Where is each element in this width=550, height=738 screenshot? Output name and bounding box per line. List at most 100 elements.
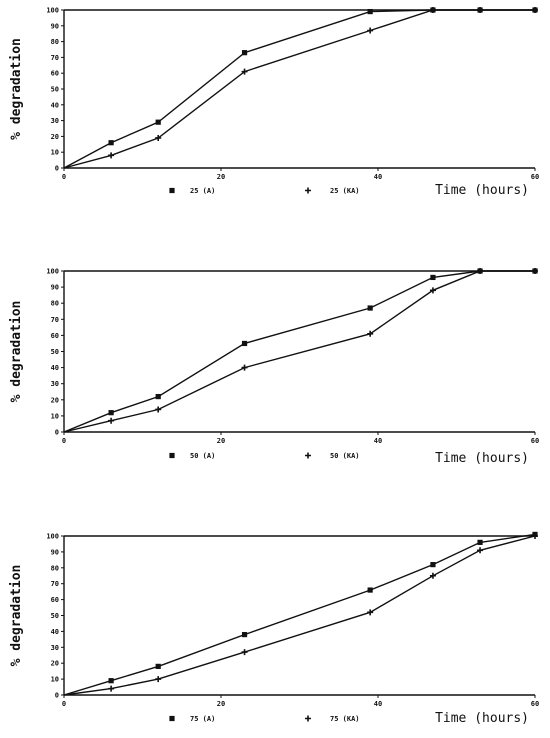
x-tick-label: 60 — [531, 173, 539, 181]
x-tick-label: 40 — [374, 173, 382, 181]
x-tick-label: 40 — [374, 700, 382, 708]
y-tick-label: 0 — [55, 165, 59, 173]
data-point — [241, 364, 248, 371]
data-point — [532, 533, 538, 539]
series-line — [63, 533, 536, 696]
y-tick-label: 50 — [51, 86, 59, 94]
chart-panel-2: 0 10 20 30 40 50 60 70 80 90 100 0 20 40 60 % degradati… — [9, 268, 539, 467]
y-tick-label: 50 — [51, 348, 59, 356]
x-tick-label: 0 — [62, 173, 66, 181]
data-point — [108, 685, 115, 692]
legend-label: 50 (A) — [190, 452, 215, 460]
data-point — [155, 663, 161, 669]
legend-marker — [169, 452, 175, 459]
series-1 — [63, 531, 538, 696]
y-tick-label: 80 — [51, 564, 59, 572]
x-tick-label: 20 — [217, 173, 225, 181]
y-tick-label: 30 — [51, 644, 59, 652]
series-2 — [63, 533, 538, 696]
y-tick-label: 50 — [51, 612, 59, 620]
y-tick-label: 20 — [51, 396, 59, 404]
y-tick-label: 20 — [51, 133, 59, 141]
y-tick-label: 100 — [46, 268, 59, 276]
x-tick-label: 0 — [62, 437, 66, 445]
data-point — [367, 8, 373, 15]
data-point — [108, 140, 114, 146]
x-axis-label: Time (hours) — [435, 451, 529, 466]
legend-label: 50 (KA) — [330, 452, 360, 460]
y-tick-label: 70 — [51, 316, 59, 324]
data-point — [429, 7, 436, 13]
series-line — [63, 535, 536, 696]
data-point — [108, 417, 115, 424]
data-point — [532, 268, 538, 274]
series-1 — [63, 7, 538, 169]
series-2 — [63, 7, 538, 169]
y-axis-label: % degradation — [9, 565, 24, 667]
data-point — [430, 274, 436, 281]
data-point — [241, 68, 248, 75]
data-point — [241, 50, 248, 56]
data-point — [477, 547, 484, 554]
legend-marker — [169, 715, 175, 722]
legend-label: 25 (KA) — [330, 187, 360, 195]
x-tick-label: 40 — [374, 437, 382, 445]
y-axis-label: % degradation — [9, 301, 24, 403]
y-tick-label: 60 — [51, 596, 59, 604]
legend-label: 75 (KA) — [330, 715, 360, 723]
data-point — [155, 134, 162, 141]
x-axis-label: Time (hours) — [435, 183, 529, 198]
legend-marker — [305, 187, 311, 194]
data-point — [108, 410, 114, 416]
data-point — [429, 572, 436, 579]
data-point — [367, 330, 374, 337]
y-tick-label: 90 — [51, 22, 59, 30]
data-point — [108, 152, 115, 159]
data-point — [155, 406, 162, 413]
y-tick-label: 60 — [51, 332, 59, 340]
x-axis-label: Time (hours) — [435, 711, 529, 726]
y-tick-label: 100 — [46, 7, 59, 15]
data-point — [241, 631, 248, 638]
data-point — [108, 678, 114, 684]
x-tick-label: 0 — [62, 700, 66, 708]
y-tick-label: 80 — [51, 38, 59, 46]
data-point — [155, 119, 161, 125]
data-point — [155, 393, 161, 400]
series-line — [63, 270, 535, 433]
data-point — [367, 609, 374, 616]
y-tick-label: 100 — [46, 533, 59, 541]
data-point — [532, 7, 538, 13]
data-point — [367, 305, 373, 311]
y-tick-label: 90 — [51, 548, 59, 556]
data-point — [241, 340, 248, 347]
y-tick-label: 20 — [51, 660, 59, 668]
series-2 — [63, 268, 538, 433]
series-line — [63, 9, 535, 169]
y-tick-label: 0 — [55, 692, 59, 700]
y-tick-label: 40 — [51, 101, 59, 109]
series-line — [63, 270, 535, 433]
data-point — [477, 539, 483, 545]
data-point — [241, 649, 248, 656]
y-tick-label: 0 — [55, 429, 59, 437]
y-tick-label: 30 — [51, 117, 59, 125]
y-tick-label: 70 — [51, 580, 59, 588]
data-point — [367, 587, 373, 593]
y-tick-label: 40 — [51, 628, 59, 636]
data-point — [367, 27, 374, 34]
x-tick-label: 60 — [531, 437, 539, 445]
x-tick-label: 20 — [217, 700, 225, 708]
legend-marker — [169, 187, 175, 194]
x-tick-label: 20 — [217, 437, 225, 445]
y-tick-label: 80 — [51, 300, 59, 308]
y-tick-label: 60 — [51, 70, 59, 78]
y-tick-label: 70 — [51, 54, 59, 62]
chart-panel-1: 0 10 20 30 40 50 60 70 80 90 100 0 20 40 60 % degradati… — [9, 7, 539, 199]
series-1 — [63, 268, 538, 433]
legend-label: 25 (A) — [190, 187, 215, 195]
legend-label: 75 (A) — [190, 715, 215, 723]
x-tick-label: 60 — [531, 700, 539, 708]
data-point — [429, 287, 436, 294]
